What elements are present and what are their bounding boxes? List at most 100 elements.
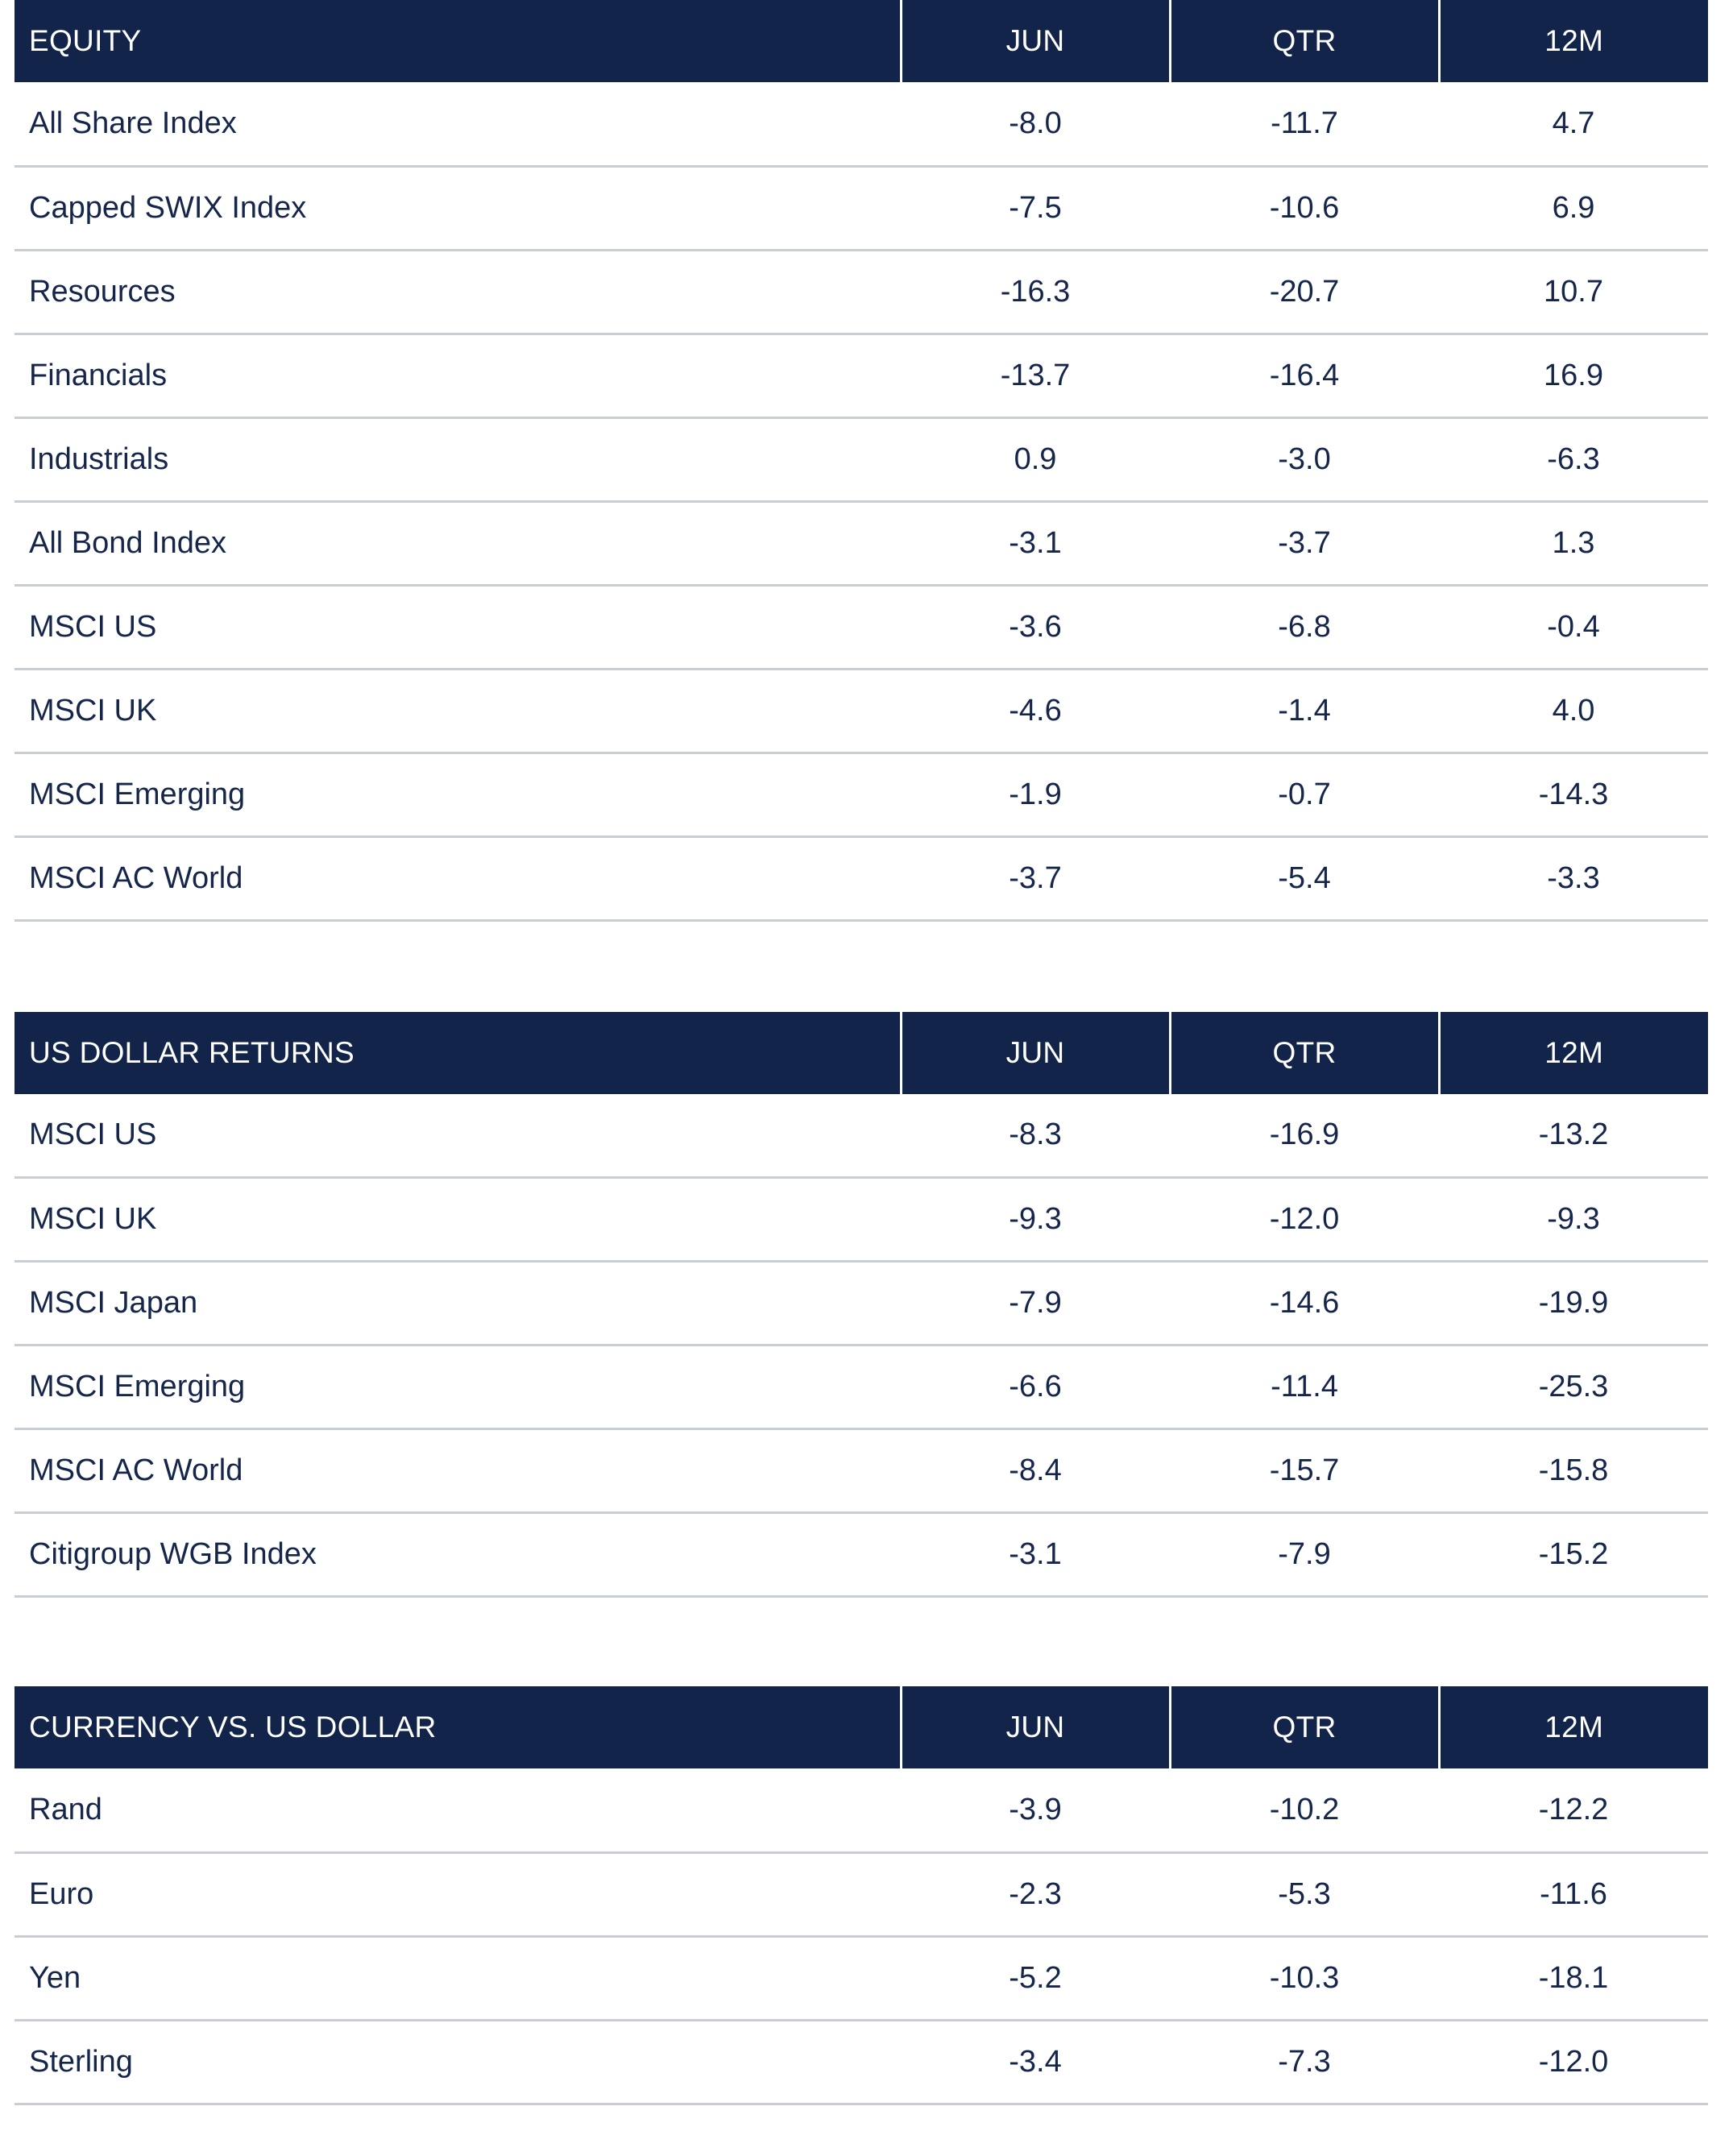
table-row: Yen -5.2 -10.3 -18.1	[15, 1936, 1708, 2021]
row-label: Rand	[15, 1768, 901, 1854]
cell-12m: 10.7	[1439, 250, 1708, 335]
table-row: Industrials 0.9 -3.0 -6.3	[15, 417, 1708, 503]
cell-12m: -9.3	[1439, 1177, 1708, 1263]
cell-12m: -25.3	[1439, 1345, 1708, 1430]
cell-12m: -3.3	[1439, 836, 1708, 922]
currency-vs-usd-table: CURRENCY VS. US DOLLAR JUN QTR 12M Rand …	[15, 1686, 1708, 2105]
cell-jun: -9.3	[901, 1177, 1170, 1263]
cell-jun: -3.6	[901, 585, 1170, 670]
cell-jun: -3.9	[901, 1768, 1170, 1854]
cell-jun: -6.6	[901, 1345, 1170, 1430]
table-row: MSCI US -8.3 -16.9 -13.2	[15, 1093, 1708, 1179]
cell-qtr: -14.6	[1170, 1261, 1439, 1346]
cell-qtr: -16.9	[1170, 1093, 1439, 1179]
table-row: MSCI UK -9.3 -12.0 -9.3	[15, 1177, 1708, 1263]
row-label: MSCI AC World	[15, 836, 901, 922]
cell-jun: -5.2	[901, 1936, 1170, 2021]
cell-jun: -16.3	[901, 250, 1170, 335]
cell-jun: -3.1	[901, 501, 1170, 587]
row-label: Yen	[15, 1936, 901, 2021]
cell-jun: -3.1	[901, 1512, 1170, 1598]
cell-qtr: -7.3	[1170, 2020, 1439, 2105]
column-header-jun: JUN	[899, 1011, 1170, 1094]
cell-jun: -8.3	[901, 1093, 1170, 1179]
cell-jun: -7.9	[901, 1261, 1170, 1346]
row-label: Industrials	[15, 417, 901, 503]
cell-jun: 0.9	[901, 417, 1170, 503]
column-header-12m: 12M	[1437, 0, 1708, 82]
table-title-currency: CURRENCY VS. US DOLLAR	[15, 1686, 901, 1768]
cell-jun: -3.4	[901, 2020, 1170, 2105]
cell-qtr: -0.7	[1170, 753, 1439, 838]
equity-table-body: All Share Index -8.0 -11.7 4.7 Capped SW…	[15, 82, 1708, 922]
column-header-12m: 12M	[1437, 1011, 1708, 1094]
cell-qtr: -11.7	[1170, 82, 1439, 168]
row-label: MSCI Emerging	[15, 753, 901, 838]
table-row: Rand -3.9 -10.2 -12.2	[15, 1768, 1708, 1854]
table-row: All Share Index -8.0 -11.7 4.7	[15, 82, 1708, 168]
cell-jun: -3.7	[901, 836, 1170, 922]
row-label: Financials	[15, 334, 901, 419]
cell-qtr: -15.7	[1170, 1428, 1439, 1514]
cell-jun: -4.6	[901, 669, 1170, 754]
cell-12m: 4.7	[1439, 82, 1708, 168]
cell-qtr: -11.4	[1170, 1345, 1439, 1430]
row-label: Euro	[15, 1852, 901, 1938]
table-row: MSCI Emerging -6.6 -11.4 -25.3	[15, 1345, 1708, 1430]
table-row: Capped SWIX Index -7.5 -10.6 6.9	[15, 166, 1708, 251]
cell-jun: -13.7	[901, 334, 1170, 419]
cell-qtr: -6.8	[1170, 585, 1439, 670]
column-header-qtr: QTR	[1168, 1686, 1439, 1768]
cell-qtr: -12.0	[1170, 1177, 1439, 1263]
cell-jun: -7.5	[901, 166, 1170, 251]
cell-qtr: -10.6	[1170, 166, 1439, 251]
table-block-equity: EQUITY JUN QTR 12M All Share Index -8.0 …	[15, 0, 1708, 922]
table-row: MSCI UK -4.6 -1.4 4.0	[15, 669, 1708, 754]
cell-qtr: -20.7	[1170, 250, 1439, 335]
table-block-currency: CURRENCY VS. US DOLLAR JUN QTR 12M Rand …	[15, 1686, 1708, 2105]
cell-12m: -14.3	[1439, 753, 1708, 838]
row-label: MSCI AC World	[15, 1428, 901, 1514]
usd-returns-table-header: US DOLLAR RETURNS JUN QTR 12M	[15, 1011, 1708, 1094]
cell-12m: -15.8	[1439, 1428, 1708, 1514]
table-row: Euro -2.3 -5.3 -11.6	[15, 1852, 1708, 1938]
table-row: Resources -16.3 -20.7 10.7	[15, 250, 1708, 335]
cell-12m: -13.2	[1439, 1093, 1708, 1179]
column-header-12m: 12M	[1437, 1686, 1708, 1768]
cell-12m: -15.2	[1439, 1512, 1708, 1598]
row-label: All Bond Index	[15, 501, 901, 587]
table-spacer	[15, 922, 1708, 1012]
usd-returns-table-body: MSCI US -8.3 -16.9 -13.2 MSCI UK -9.3 -1…	[15, 1093, 1708, 1598]
cell-jun: -1.9	[901, 753, 1170, 838]
header-row: CURRENCY VS. US DOLLAR JUN QTR 12M	[15, 1686, 1708, 1768]
cell-qtr: -5.4	[1170, 836, 1439, 922]
cell-12m: -0.4	[1439, 585, 1708, 670]
table-row: MSCI AC World -3.7 -5.4 -3.3	[15, 836, 1708, 922]
table-row: Financials -13.7 -16.4 16.9	[15, 334, 1708, 419]
cell-12m: -18.1	[1439, 1936, 1708, 2021]
cell-12m: 6.9	[1439, 166, 1708, 251]
equity-returns-table: EQUITY JUN QTR 12M All Share Index -8.0 …	[15, 0, 1708, 922]
cell-qtr: -10.3	[1170, 1936, 1439, 2021]
row-label: MSCI UK	[15, 669, 901, 754]
cell-qtr: -5.3	[1170, 1852, 1439, 1938]
table-row: MSCI US -3.6 -6.8 -0.4	[15, 585, 1708, 670]
row-label: All Share Index	[15, 82, 901, 168]
table-row: Sterling -3.4 -7.3 -12.0	[15, 2020, 1708, 2105]
row-label: MSCI Japan	[15, 1261, 901, 1346]
table-row: MSCI Emerging -1.9 -0.7 -14.3	[15, 753, 1708, 838]
cell-qtr: -1.4	[1170, 669, 1439, 754]
cell-12m: -12.0	[1439, 2020, 1708, 2105]
column-header-jun: JUN	[899, 1686, 1170, 1768]
row-label: MSCI Emerging	[15, 1345, 901, 1430]
cell-12m: -19.9	[1439, 1261, 1708, 1346]
cell-qtr: -3.7	[1170, 501, 1439, 587]
table-row: All Bond Index -3.1 -3.7 1.3	[15, 501, 1708, 587]
cell-12m: 1.3	[1439, 501, 1708, 587]
header-row: US DOLLAR RETURNS JUN QTR 12M	[15, 1011, 1708, 1094]
column-header-qtr: QTR	[1168, 1011, 1439, 1094]
cell-12m: -11.6	[1439, 1852, 1708, 1938]
table-title-usd-returns: US DOLLAR RETURNS	[15, 1011, 901, 1094]
cell-qtr: -16.4	[1170, 334, 1439, 419]
